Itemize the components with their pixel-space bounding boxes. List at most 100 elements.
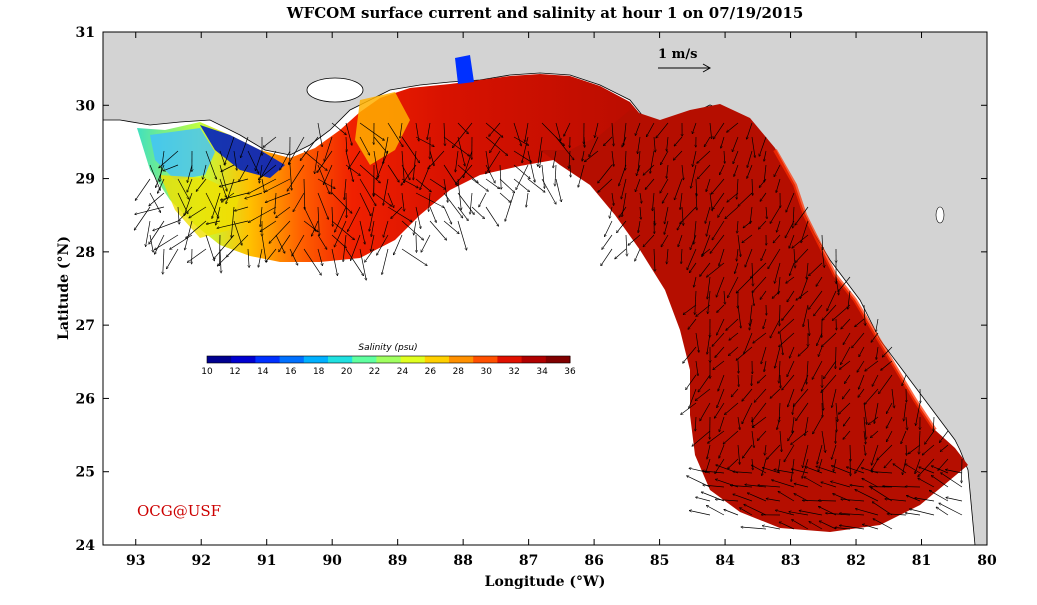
- current-vector: [745, 485, 767, 488]
- current-vector: [774, 470, 795, 474]
- current-vector: [239, 164, 249, 182]
- current-vector: [691, 164, 697, 188]
- current-vector: [351, 234, 361, 261]
- current-vector: [695, 360, 698, 376]
- current-vector: [371, 234, 375, 251]
- current-vector: [526, 192, 529, 207]
- current-vector: [885, 499, 907, 502]
- current-vector: [303, 248, 321, 275]
- current-vector: [219, 234, 220, 266]
- current-vector: [772, 480, 795, 488]
- current-vector: [796, 402, 809, 421]
- current-vector: [400, 122, 403, 138]
- current-vector: [791, 469, 809, 474]
- current-vector: [770, 318, 781, 338]
- current-vector: [289, 164, 292, 190]
- current-vector: [749, 318, 753, 330]
- current-vector: [673, 150, 683, 160]
- current-vector: [718, 206, 725, 217]
- current-vector: [266, 178, 291, 192]
- current-vector: [777, 416, 781, 430]
- lon-tick-label: 92: [191, 553, 210, 569]
- current-vector: [187, 248, 207, 262]
- current-vector: [490, 136, 501, 153]
- current-vector: [303, 150, 327, 170]
- current-vector: [689, 262, 697, 273]
- current-vector: [643, 164, 655, 175]
- lon-tick-label: 82: [846, 553, 865, 569]
- colorbar-tick-label: 12: [229, 367, 240, 377]
- current-vector: [485, 178, 500, 189]
- current-vector: [387, 164, 399, 182]
- current-vector: [420, 164, 431, 190]
- current-vector: [387, 122, 403, 147]
- current-vector: [704, 136, 711, 147]
- current-vector: [779, 332, 795, 347]
- current-vector: [736, 276, 753, 293]
- lon-tick-label: 90: [322, 553, 342, 569]
- current-vector: [817, 444, 823, 464]
- current-vector: [233, 220, 242, 245]
- current-vector: [818, 346, 823, 356]
- current-vector: [269, 220, 291, 243]
- current-vector: [382, 248, 389, 274]
- current-vector: [555, 164, 556, 186]
- current-vector: [744, 332, 753, 354]
- current-vector: [868, 416, 879, 425]
- current-vector: [752, 276, 767, 293]
- current-vector: [711, 178, 725, 194]
- lat-tick-label: 24: [76, 538, 96, 554]
- current-vector: [863, 524, 879, 530]
- current-vector: [167, 248, 179, 269]
- current-vector: [821, 388, 823, 410]
- current-vector: [759, 178, 767, 188]
- current-vector: [809, 290, 823, 309]
- current-vector: [694, 276, 697, 287]
- current-vector: [782, 304, 795, 320]
- current-vector: [752, 262, 753, 286]
- current-vector: [415, 206, 421, 228]
- current-vector: [702, 248, 711, 255]
- colorbar-cell: [328, 356, 353, 363]
- current-vector: [751, 430, 754, 448]
- current-vector: [751, 136, 755, 157]
- lon-tick-label: 81: [912, 553, 931, 569]
- current-vector: [346, 136, 347, 151]
- current-vector: [766, 499, 781, 502]
- current-vector: [681, 402, 697, 415]
- current-vector: [835, 528, 851, 530]
- current-vector: [729, 332, 739, 340]
- lon-tick-label: 93: [126, 553, 145, 569]
- current-vector: [805, 416, 809, 436]
- current-vector: [401, 192, 404, 211]
- current-vector: [601, 248, 613, 266]
- current-vector: [763, 318, 767, 329]
- colorbar-cell: [521, 356, 547, 363]
- colorbar-tick-label: 36: [564, 367, 576, 377]
- current-vector: [312, 220, 319, 236]
- current-vector: [359, 248, 366, 280]
- current-vector: [640, 206, 641, 219]
- current-vector: [343, 234, 347, 262]
- current-vector: [728, 276, 739, 298]
- current-vector: [288, 136, 305, 164]
- current-vector: [832, 444, 837, 459]
- current-vector: [661, 150, 669, 165]
- current-vector: [707, 444, 711, 459]
- current-vector: [822, 332, 837, 347]
- colorbar-title: Salinity (psu): [358, 343, 417, 353]
- current-vector: [457, 192, 474, 215]
- current-vector: [401, 164, 410, 180]
- current-vector: [635, 122, 641, 135]
- current-vector: [187, 164, 193, 182]
- current-vector: [387, 192, 394, 208]
- current-vector: [513, 150, 531, 162]
- current-vector: [221, 192, 249, 200]
- current-vector: [258, 164, 277, 180]
- current-vector: [818, 458, 823, 472]
- current-vector: [747, 164, 753, 178]
- current-vector: [479, 192, 487, 207]
- lon-tick-label: 88: [453, 553, 472, 569]
- current-vector: [540, 150, 543, 168]
